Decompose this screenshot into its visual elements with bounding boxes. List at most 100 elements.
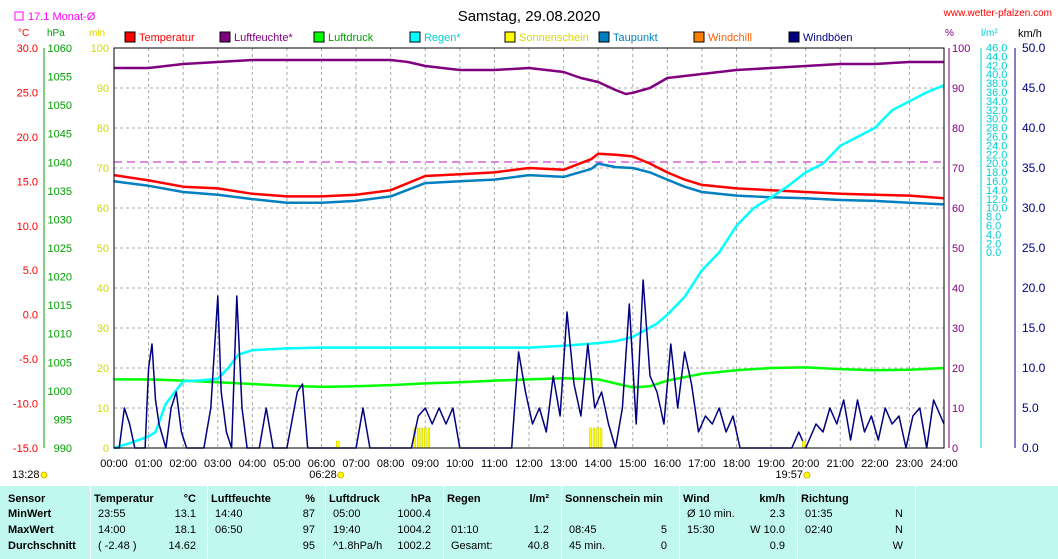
tick-time: 21:00 (826, 458, 854, 470)
sun-time-marker (802, 440, 806, 448)
legend-label: Luftdruck (328, 32, 374, 44)
tick-rain: 20.0 (986, 158, 1007, 170)
tick-rain: 4.0 (986, 229, 1001, 241)
stats-max-value: N (895, 524, 903, 536)
stats-column-title: Wind (683, 493, 710, 505)
tick-time: 09:00 (411, 458, 439, 470)
unit-hpa: hPa (47, 28, 65, 39)
tick-pressure: 1045 (48, 129, 72, 141)
tick-humidity: 20 (952, 363, 964, 375)
stats-column-unit: % (305, 493, 315, 505)
tick-wind: 20.0 (1022, 281, 1046, 295)
tick-time: 08:00 (377, 458, 405, 470)
tick-pressure: 1015 (48, 300, 72, 312)
legend-swatch (124, 31, 136, 43)
stats-min-value: 13.1 (174, 508, 196, 520)
unit-wind: km/h (1018, 28, 1042, 40)
tick-time: 11:00 (481, 458, 508, 470)
tick-pressure: 1010 (48, 329, 72, 341)
tick-sunshine: 60 (97, 203, 109, 215)
sunshine-bar (599, 427, 603, 449)
unit-celsius: °C (18, 28, 29, 39)
plot-border (113, 47, 945, 449)
tick-rain: 0.0 (986, 247, 1001, 259)
legend-swatch (598, 31, 610, 43)
tick-time: 15:00 (619, 458, 647, 470)
stats-min-label: 05:00 (333, 508, 361, 520)
stats-avg-value: W (892, 540, 903, 552)
tick-rain: 34.0 (986, 96, 1007, 108)
tick-sunshine: 30 (97, 323, 109, 335)
tick-rain: 12.0 (986, 194, 1007, 206)
site-name: www.wetter-pfalzen.com (943, 8, 1052, 19)
tick-time: 17:00 (688, 458, 716, 470)
stats-avg-value: 0.9 (769, 540, 785, 552)
tick-sunshine: 80 (97, 123, 109, 135)
legend-label: Taupunkt (613, 32, 658, 44)
tick-temperature: -10.0 (13, 399, 38, 411)
tick-time: 18:00 (723, 458, 751, 470)
legend: Temperatur Luftfeuchte* Luftdruck Regen* Son… (124, 31, 853, 44)
tick-time: 22:00 (861, 458, 889, 470)
stats-max-label: 08:45 (569, 524, 597, 536)
tick-pressure: 1060 (48, 43, 72, 55)
weather-chart: 30.0 25.0 20.0 15.0 10.0 5.0 0.0 -5.0 -10.0 -15.0… (12, 8, 1052, 481)
chart-date-title: Samstag, 29.08.2020 (458, 8, 601, 25)
tick-rain: 8.0 (986, 212, 1001, 224)
stats-avg-value: 40.8 (527, 540, 549, 552)
monthly-average-icon (14, 11, 24, 21)
tick-humidity: 30 (952, 323, 964, 335)
tick-temperature: -15.0 (13, 443, 38, 455)
stats-min-value: 87 (302, 508, 315, 520)
stats-avg-value: 0 (660, 540, 667, 552)
tick-rain: 42.0 (986, 60, 1007, 72)
tick-humidity: 80 (952, 123, 964, 135)
tick-rain: 18.0 (986, 167, 1007, 179)
day-length: 13:28 (12, 469, 40, 481)
stats-column-divider (325, 486, 326, 559)
tick-rain: 28.0 (986, 123, 1007, 135)
tick-temperature: 10.0 (17, 221, 38, 233)
tick-wind: 50.0 (1022, 41, 1046, 55)
sunset-icon (803, 471, 811, 479)
tick-humidity: 70 (952, 163, 964, 175)
tick-time: 02:00 (169, 458, 197, 470)
stats-min-label: 01:35 (805, 508, 833, 520)
stats-max-value: 18.1 (174, 524, 196, 536)
tick-wind: 40.0 (1022, 121, 1046, 135)
stats-min-value: N (895, 508, 903, 520)
tick-time: 12:00 (515, 458, 543, 470)
tick-temperature: -5.0 (19, 354, 38, 366)
tick-time: 10:00 (446, 458, 474, 470)
legend-swatch (788, 31, 800, 43)
tick-time: 20:00 (792, 458, 820, 470)
sunshine-bar (427, 427, 431, 449)
stats-column-title: Temperatur (94, 493, 154, 505)
chart-header: Samstag, 29.08.2020 www.wetter-pfalzen.co… (14, 8, 1052, 40)
stats-column-divider (443, 486, 444, 559)
tick-rain: 24.0 (986, 140, 1007, 152)
stats-max-label: 01:10 (451, 524, 479, 536)
series-taupunkt (113, 162, 945, 206)
stats-avg-label: ( -2.48 ) (98, 540, 137, 552)
stats-max-value: 97 (302, 524, 315, 536)
series-luftfeuchte (114, 58, 944, 96)
stats-column-divider (679, 486, 680, 559)
tick-wind: 0.0 (1022, 441, 1039, 455)
tick-pressure: 1035 (48, 186, 72, 198)
stats-max-label: 02:40 (805, 524, 833, 536)
tick-humidity: 100 (952, 43, 970, 55)
tick-temperature: 0.0 (23, 310, 38, 322)
stats-min-value: 2.3 (769, 508, 785, 520)
stats-column-divider (797, 486, 798, 559)
grid (114, 48, 944, 448)
stats-column-title: Regen (447, 493, 481, 505)
tick-humidity: 10 (952, 403, 964, 415)
stats-max-value: 5 (660, 524, 667, 536)
stats-column-unit: l/m² (529, 493, 549, 505)
tick-wind: 10.0 (1022, 361, 1046, 375)
stats-column-title: Luftdruck (329, 493, 380, 505)
stats-avg-label: ^1.8hPa/h (333, 540, 383, 552)
tick-rain: 22.0 (986, 149, 1007, 161)
tick-rain: 32.0 (986, 105, 1007, 117)
